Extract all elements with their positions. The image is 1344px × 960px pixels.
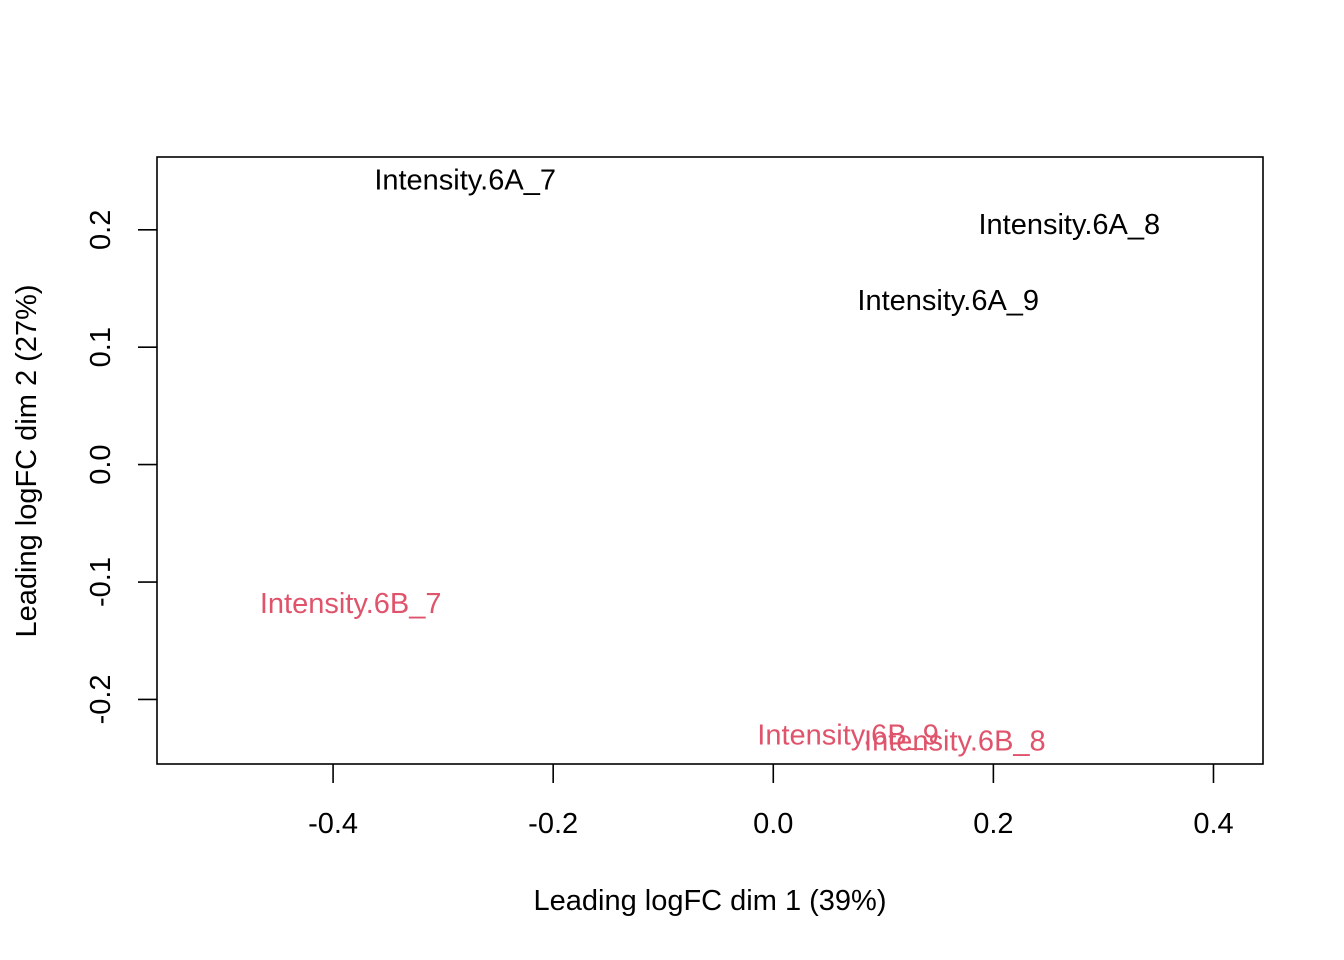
plot-frame — [156, 156, 1264, 765]
y-tick-label: -0.2 — [85, 674, 117, 724]
y-tick-label: 0.0 — [85, 444, 117, 484]
x-tick-label: 0.0 — [753, 808, 793, 840]
x-axis: -0.4 -0.2 0.0 0.2 0.4 — [308, 764, 1234, 840]
point-label: Intensity.6B_7 — [260, 588, 442, 620]
point-label: Intensity.6B_9 — [757, 720, 939, 752]
y-tick-label: 0.1 — [85, 327, 117, 367]
x-tick-label: -0.2 — [528, 808, 578, 840]
x-tick-label: 0.2 — [973, 808, 1013, 840]
point-label: Intensity.6A_8 — [978, 209, 1160, 241]
point-label: Intensity.6B_8 — [864, 726, 1046, 758]
point-label: Intensity.6A_9 — [857, 285, 1039, 317]
y-axis-label: Leading logFC dim 2 (27%) — [11, 284, 43, 637]
x-tick-label: 0.4 — [1193, 808, 1233, 840]
y-axis: -0.2 -0.1 0.0 0.1 0.2 — [85, 210, 157, 724]
y-tick-label: 0.2 — [85, 210, 117, 250]
point-labels: Intensity.6A_7 Intensity.6A_8 Intensity.6A… — [260, 164, 1160, 757]
y-tick-label: -0.1 — [85, 557, 117, 607]
x-axis-label: Leading logFC dim 1 (39%) — [533, 885, 886, 917]
x-tick-label: -0.4 — [308, 808, 358, 840]
point-label: Intensity.6A_7 — [374, 164, 556, 196]
